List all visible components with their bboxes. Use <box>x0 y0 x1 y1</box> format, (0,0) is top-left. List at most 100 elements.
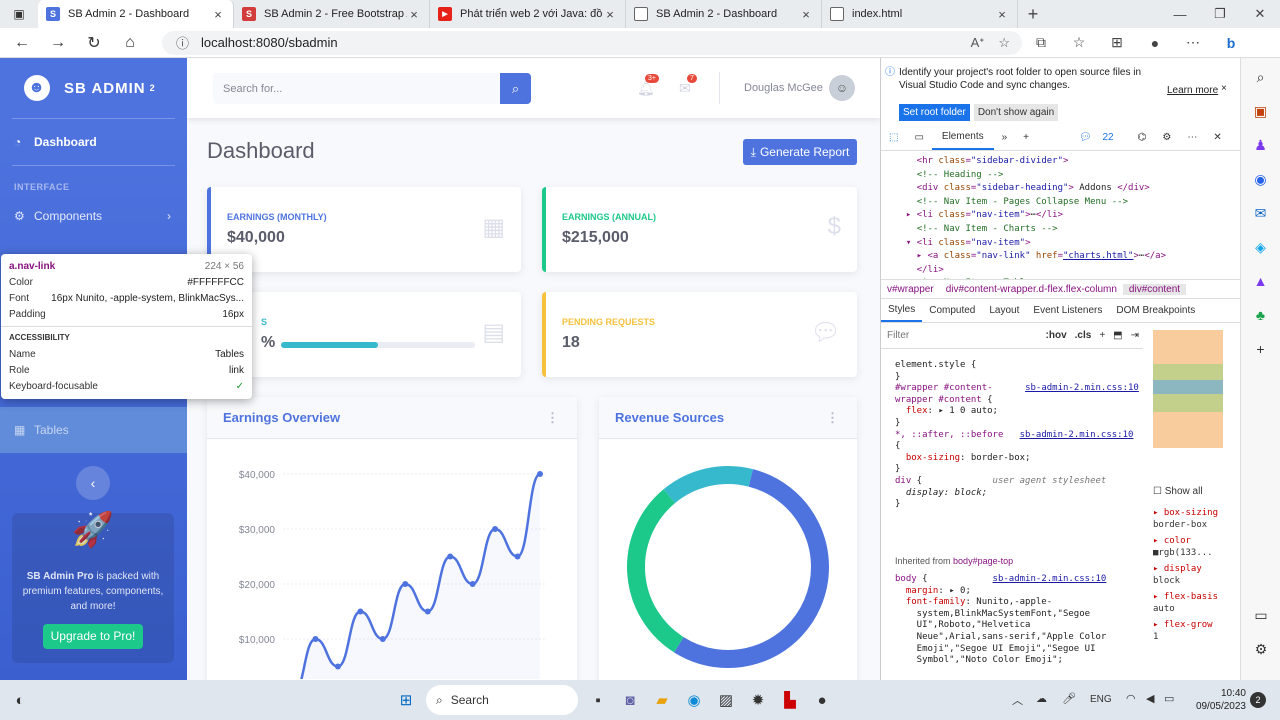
issues-badge[interactable]: 💬︎ 22 <box>1071 132 1130 143</box>
wifi-icon[interactable]: ◠ <box>1126 693 1136 705</box>
browser-tab[interactable]: ▶ Phát triển web 2 với Java: đồ án × <box>430 0 626 28</box>
browser-tab[interactable]: S SB Admin 2 - Dashboard × <box>38 0 234 28</box>
sidebar-item-tables[interactable]: ▦ Tables <box>0 407 187 453</box>
hov-toggle[interactable]: :hov <box>1045 330 1067 341</box>
settings-icon[interactable]: ⚙ <box>1254 640 1268 657</box>
tray-chevron-icon[interactable]: ︿ <box>1012 695 1023 707</box>
learn-more-link[interactable]: Learn more <box>1167 85 1219 96</box>
tree-icon[interactable]: ♣ <box>1255 307 1266 323</box>
bing-icon[interactable]: b <box>1226 34 1236 51</box>
more-vertical-icon[interactable]: ⋮ <box>546 409 559 425</box>
close-window-icon[interactable]: ✕ <box>1254 6 1266 21</box>
browser-tab[interactable]: index.html × <box>822 0 1018 28</box>
computed-prop[interactable]: ▸ color ■rgb(133... <box>1153 536 1213 558</box>
minimize-icon[interactable]: — <box>1173 6 1187 22</box>
alerts-button[interactable]: 🔔︎ 3+ <box>637 74 659 97</box>
search-icon[interactable]: ⌕ <box>1256 68 1265 85</box>
close-icon[interactable]: × <box>606 6 614 22</box>
connections-icon[interactable]: ⌬ <box>1137 132 1147 143</box>
edge-icon[interactable]: ◉ <box>687 692 701 709</box>
breadcrumb-item[interactable]: v#wrapper <box>887 283 934 295</box>
styles-pane[interactable]: element.style { } #wrapper #content- sb-… <box>895 360 1139 510</box>
favorites-icon[interactable]: ☆ <box>1072 34 1086 50</box>
app-icon[interactable]: ▙ <box>784 692 796 709</box>
tab-actions-icon[interactable]: ▣ <box>13 7 25 21</box>
back-icon[interactable]: ← <box>14 33 30 51</box>
forward-icon[interactable]: → <box>50 33 66 51</box>
inspect-icon[interactable]: ⬚ <box>889 132 899 143</box>
dom-tree[interactable]: <hr class="sidebar-divider"> <!-- Headin… <box>895 156 1166 279</box>
computed-prop[interactable]: ▸ flex-grow 1 <box>1153 620 1213 642</box>
battery-icon[interactable]: ▭ <box>1164 693 1175 705</box>
file-explorer-icon[interactable]: ▰ <box>656 692 668 709</box>
search-button[interactable]: ⌕ <box>500 73 531 104</box>
computed-prop[interactable]: ▸ flex-basis auto <box>1153 592 1219 614</box>
collections-icon[interactable]: ⊞ <box>1111 34 1123 50</box>
close-icon[interactable]: ✕ <box>1213 132 1222 143</box>
more-icon[interactable]: ⋯ <box>1186 34 1200 50</box>
device-toolbar-icon[interactable]: ▭ <box>914 132 924 143</box>
sidebar-toggle-icon[interactable]: ⇥ <box>1130 330 1139 341</box>
url-field[interactable]: ⓘ localhost:8080/sbadmin Aᐩ ☆ <box>162 30 1022 55</box>
new-rule-icon[interactable]: + <box>1099 330 1106 341</box>
computed-prop[interactable]: ▸ display block <box>1153 564 1202 586</box>
computed-prop[interactable]: ▸ box-sizing border-box <box>1153 508 1219 530</box>
cls-toggle[interactable]: .cls <box>1074 330 1092 341</box>
more-tabs-icon[interactable]: » <box>1001 132 1008 143</box>
sidebar-brand[interactable]: ☻ SB ADMIN 2 <box>0 58 187 118</box>
games-icon[interactable]: ◈ <box>1255 238 1266 255</box>
browser-tab[interactable]: SB Admin 2 - Dashboard × <box>626 0 822 28</box>
paint-icon[interactable]: ⬒ <box>1113 330 1123 341</box>
info-icon[interactable]: ⓘ <box>176 36 190 51</box>
close-icon[interactable]: × <box>998 6 1006 22</box>
tools-icon[interactable]: ♟ <box>1254 136 1267 153</box>
more-icon[interactable]: ⋯ <box>1187 132 1198 143</box>
search-input[interactable]: Search for... <box>213 73 500 104</box>
user-name[interactable]: Douglas McGee <box>744 82 823 94</box>
sidebar-item-dashboard[interactable]: ◔ Dashboard <box>0 119 187 165</box>
taskbar-search[interactable]: ⌕ Search <box>426 685 578 715</box>
split-screen-icon[interactable]: ▭ <box>1254 606 1268 623</box>
messages-button[interactable]: ✉ 7 <box>679 74 697 97</box>
inherited-node[interactable]: body#page-top <box>953 556 1014 566</box>
sidebar-item-components[interactable]: ⚙ Components › <box>0 196 187 236</box>
close-icon[interactable]: × <box>410 6 418 22</box>
breadcrumb-item[interactable]: div#content <box>1122 283 1187 295</box>
tab-elements[interactable]: Elements <box>931 125 994 150</box>
teams-icon[interactable]: ◙ <box>625 691 635 709</box>
favorite-add-icon[interactable]: ☆ <box>998 34 1010 50</box>
start-icon[interactable]: ⊞ <box>399 692 413 709</box>
close-icon[interactable]: × <box>214 6 222 22</box>
browser-tab[interactable]: S SB Admin 2 - Free Bootstrap Adm × <box>234 0 430 28</box>
upgrade-button[interactable]: Upgrade to Pro! <box>42 624 144 649</box>
language-indicator[interactable]: ENG <box>1090 694 1112 705</box>
close-icon[interactable]: × <box>802 6 810 22</box>
drop-icon[interactable]: ▲ <box>1253 273 1268 289</box>
tab-layout[interactable]: Layout <box>989 305 1020 316</box>
extensions-icon[interactable]: ⧉ <box>1036 34 1046 50</box>
breadcrumb-item[interactable]: div#content-wrapper.d-flex.flex-column <box>945 283 1117 295</box>
filter-input[interactable]: Filter <box>887 330 910 341</box>
close-icon[interactable]: × <box>1221 83 1227 94</box>
show-all-checkbox[interactable]: ☐ Show all <box>1153 486 1203 497</box>
notification-badge[interactable]: 2 <box>1250 692 1266 708</box>
tab-dom-breakpoints[interactable]: DOM Breakpoints <box>1116 305 1196 316</box>
add-icon[interactable]: + <box>1256 341 1265 357</box>
reload-icon[interactable]: ↻ <box>87 34 101 52</box>
widgets-icon[interactable]: ◐ <box>15 691 25 709</box>
clock[interactable]: 10:40 09/05/2023 <box>1196 687 1246 713</box>
maximize-icon[interactable]: ❐ <box>1214 6 1226 21</box>
outlook-icon[interactable]: ✉ <box>1254 204 1267 221</box>
mic-icon[interactable]: 🎤︎ <box>1062 693 1076 705</box>
app-icon[interactable]: ● <box>817 691 827 709</box>
more-vertical-icon[interactable]: ⋮ <box>826 409 839 425</box>
settings-icon[interactable]: ⚙ <box>1162 132 1172 143</box>
set-root-folder-button[interactable]: Set root folder <box>899 104 970 121</box>
generate-report-button[interactable]: ⤓ Generate Report <box>743 139 857 165</box>
onedrive-icon[interactable]: ☁ <box>1036 693 1047 705</box>
tab-computed[interactable]: Computed <box>929 305 976 316</box>
read-aloud-icon[interactable]: Aᐩ <box>970 34 985 50</box>
new-tab-button[interactable]: + <box>1027 3 1039 24</box>
tab-styles[interactable]: Styles <box>881 299 923 322</box>
avatar[interactable]: ☺ <box>829 75 855 101</box>
